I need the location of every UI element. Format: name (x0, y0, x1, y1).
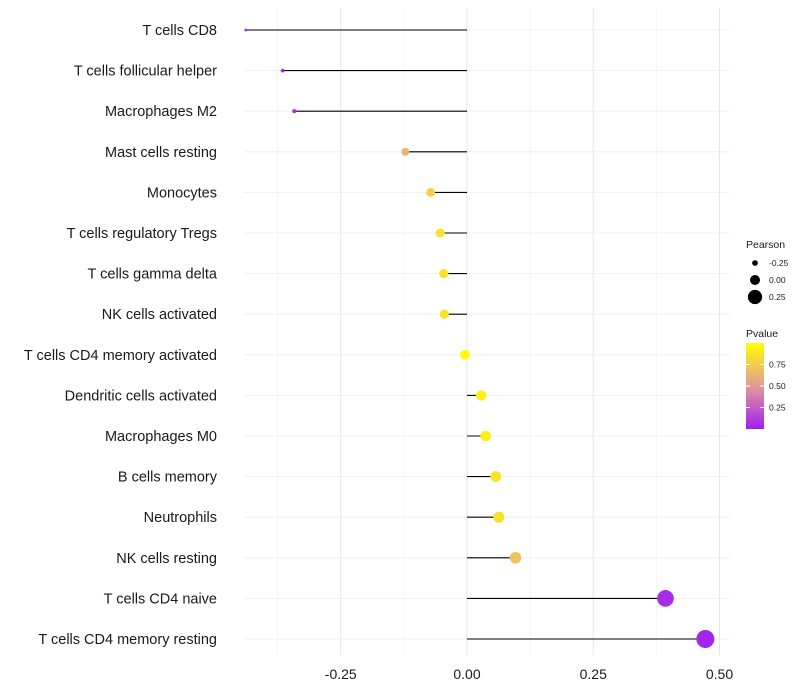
point (490, 471, 502, 483)
point (401, 147, 410, 156)
y-axis-label: NK cells activated (102, 307, 217, 323)
x-tick-label: -0.25 (325, 666, 357, 682)
point (426, 188, 436, 197)
legend-size-label: 0.25 (769, 292, 786, 302)
legend-size-items: -0.25 0.00 0.25 (747, 258, 789, 305)
point (509, 551, 522, 564)
point (696, 629, 715, 649)
legend-colorbar (746, 343, 764, 429)
stems (245, 29, 706, 640)
legend: Pearson -0.25 0.00 0.25 Pvalue 0.25 0.50 0.7… (746, 239, 789, 429)
legend-size-key (752, 260, 758, 266)
point (435, 228, 445, 238)
y-axis-label: B cells memory (118, 470, 218, 486)
legend-size-key (750, 275, 760, 285)
legend-color-label: 0.75 (769, 360, 786, 370)
legend-color-title: Pvalue (746, 328, 778, 340)
y-axis-label: Mast cells resting (105, 145, 217, 161)
point (244, 28, 248, 32)
points (244, 28, 715, 649)
point (439, 309, 449, 319)
x-tick-label: 0.50 (706, 666, 733, 682)
x-tick-label: 0.00 (453, 666, 480, 682)
point (280, 68, 285, 73)
point (493, 511, 505, 523)
y-axis-label: Neutrophils (144, 510, 217, 526)
point (439, 268, 449, 279)
x-tick-label: 0.25 (580, 666, 607, 682)
y-axis-label: T cells regulatory Tregs (67, 226, 217, 242)
y-axis-label: T cells CD4 memory resting (38, 632, 217, 648)
legend-size-title: Pearson (746, 239, 785, 251)
y-axis-label: T cells follicular helper (74, 64, 217, 80)
y-axis-label: Dendritic cells activated (65, 388, 217, 404)
legend-size-label: 0.00 (769, 275, 786, 285)
y-axis-label: T cells CD4 memory activated (24, 348, 217, 364)
legend-size-key (747, 289, 763, 305)
y-axis-label: Macrophages M0 (105, 429, 217, 445)
y-axis-label: T cells CD4 naive (104, 591, 217, 607)
point (657, 590, 674, 607)
y-axis-label: T cells CD8 (142, 23, 217, 39)
point (292, 109, 297, 114)
y-axis-label: Macrophages M2 (105, 104, 217, 120)
point (475, 390, 487, 401)
legend-color-ticks: 0.25 0.50 0.75 (746, 360, 786, 413)
y-axis-labels: T cells CD8 T cells follicular helper Macr… (24, 23, 218, 648)
legend-color-label: 0.25 (769, 403, 786, 413)
legend-size-label: -0.25 (769, 258, 789, 268)
point (480, 430, 491, 442)
x-axis-ticks: -0.25 0.00 0.25 0.50 (325, 666, 734, 682)
y-axis-label: NK cells resting (116, 551, 217, 567)
y-axis-label: Monocytes (147, 185, 217, 201)
y-axis-label: T cells gamma delta (88, 267, 218, 283)
legend-color-label: 0.50 (769, 381, 786, 391)
point (460, 349, 470, 360)
